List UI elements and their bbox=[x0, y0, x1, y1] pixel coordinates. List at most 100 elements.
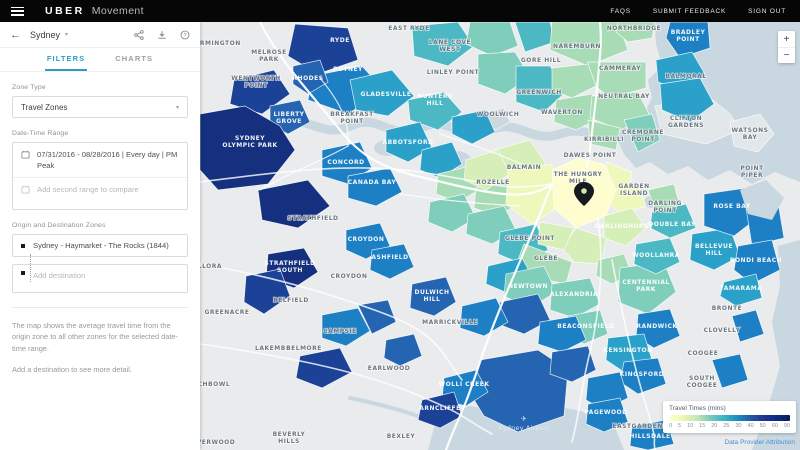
date-range-row[interactable]: 07/31/2016 - 08/28/2016 | Every day | PM… bbox=[13, 143, 187, 177]
map-zoom-controls: + − bbox=[778, 31, 795, 63]
map-label: THE HUNGRY MILE bbox=[554, 171, 603, 185]
sign-out-link[interactable]: SIGN OUT bbox=[748, 7, 786, 15]
road-network bbox=[200, 22, 656, 450]
city-selector[interactable]: Sydney bbox=[30, 29, 61, 40]
legend-tick: 60 bbox=[771, 423, 778, 429]
map-label: HUNTERS HILL bbox=[417, 93, 453, 107]
legend-tick: 50 bbox=[759, 423, 766, 429]
map-label: CREMORNE POINT bbox=[622, 129, 664, 143]
tab-filters[interactable]: FILTERS bbox=[44, 48, 88, 71]
map-label: KENSINGTON bbox=[603, 347, 652, 354]
add-second-range-row[interactable]: Add second range to compare bbox=[13, 177, 187, 209]
map-label: WOOLWICH bbox=[477, 111, 519, 118]
map-label: NEUTRAL BAY bbox=[598, 93, 650, 100]
map-label: ROZELLE bbox=[476, 179, 509, 186]
map-label: MELROSE PARK bbox=[251, 49, 287, 63]
zoom-in-button[interactable]: + bbox=[778, 31, 795, 47]
travel-zone-polygons[interactable] bbox=[200, 22, 785, 450]
map-label: BELFIELD bbox=[273, 297, 309, 304]
map-description-text: The map shows the average travel time fr… bbox=[12, 321, 178, 353]
calendar-icon bbox=[21, 150, 30, 159]
od-zones-label: Origin and Destination Zones bbox=[12, 222, 106, 229]
map-label: PUNCHBOWL bbox=[200, 381, 230, 388]
map-label: CONCORD bbox=[327, 159, 364, 166]
map-label: LINLEY POINT bbox=[427, 69, 480, 76]
menu-icon[interactable] bbox=[11, 6, 24, 16]
info-icon[interactable]: ? bbox=[180, 30, 190, 40]
svg-text:?: ? bbox=[183, 33, 187, 39]
legend-tick: 20 bbox=[711, 423, 718, 429]
map-label: EARLWOOD bbox=[368, 365, 411, 372]
map-label: GREENWICH bbox=[516, 89, 562, 96]
map-label: BEVERLY HILLS bbox=[273, 431, 306, 445]
map-label: DULWICH HILL bbox=[415, 289, 450, 303]
od-connector-line bbox=[30, 254, 31, 282]
map-label: ASHFIELD bbox=[371, 254, 408, 261]
map-label: RHODES bbox=[292, 75, 323, 82]
map-label: KINGSFORD bbox=[620, 371, 664, 378]
map-label: ABBOTSFORD bbox=[382, 139, 433, 146]
origin-pin-icon[interactable] bbox=[574, 182, 594, 206]
tab-charts[interactable]: CHARTS bbox=[115, 54, 154, 63]
map-label: STRATHFIELD SOUTH bbox=[264, 260, 315, 274]
legend-gradient-bar bbox=[669, 415, 790, 421]
map-label: KIRRIBILLI bbox=[584, 136, 624, 143]
map-label: WOLLI CREEK bbox=[438, 381, 489, 388]
map-label: LIBERTY GROVE bbox=[273, 111, 304, 125]
map-label: ALEXANDRIA bbox=[550, 291, 598, 298]
map-label: ROSE BAY bbox=[713, 203, 750, 210]
legend-tick: 10 bbox=[687, 423, 694, 429]
map-label: RIVERWOOD bbox=[200, 439, 235, 446]
map-label: NAREMBURN bbox=[553, 43, 601, 50]
map-label: POINT PIPER bbox=[740, 165, 764, 179]
map-label: CENTENNIAL PARK bbox=[622, 279, 669, 293]
chevron-down-icon[interactable]: ▾ bbox=[65, 32, 69, 38]
zoom-out-button[interactable]: − bbox=[778, 47, 795, 63]
water-inlets bbox=[740, 180, 784, 220]
travel-times-legend: Travel Times (mins) 0 5 10 15 20 25 30 40 50 60 90 bbox=[663, 401, 796, 433]
map-label: RANDWICK bbox=[636, 323, 677, 330]
chevron-down-icon: ▾ bbox=[175, 104, 179, 111]
map-label: CROYDON bbox=[331, 273, 368, 280]
map-label: WAVERTON bbox=[541, 109, 583, 116]
add-destination-box[interactable]: Add destination bbox=[12, 264, 188, 293]
zone-type-select[interactable]: Travel Zones ▾ bbox=[12, 96, 188, 118]
sidebar-header: ← Sydney ▾ ? bbox=[0, 22, 200, 48]
share-icon[interactable] bbox=[134, 29, 144, 40]
map-label: STRATHFIELD bbox=[287, 215, 338, 222]
map-label: HILLSDALE bbox=[629, 433, 670, 440]
map-label: BEACONSFIELD bbox=[557, 323, 614, 330]
map-label: ERMINGTON bbox=[200, 40, 241, 47]
submit-feedback-link[interactable]: SUBMIT FEEDBACK bbox=[652, 7, 727, 15]
legend-tick: 30 bbox=[735, 423, 742, 429]
add-destination-placeholder: Add destination bbox=[33, 271, 86, 280]
map-label: DOUBLE BAY bbox=[648, 221, 696, 228]
map-label: GORE HILL bbox=[521, 57, 561, 64]
map-label: CHULLORA bbox=[200, 263, 222, 270]
date-range-value: 07/31/2016 - 08/28/2016 | Every day | PM… bbox=[37, 150, 178, 170]
origin-zone-box[interactable]: Sydney - Haymarket - The Rocks (1844) bbox=[12, 234, 188, 257]
map-label: DARLING POINT bbox=[648, 200, 682, 214]
download-icon[interactable] bbox=[157, 30, 167, 40]
sidebar-divider bbox=[12, 307, 188, 308]
map-label: LAKEMBA bbox=[255, 345, 291, 352]
brand-movement: Movement bbox=[91, 5, 144, 17]
back-arrow-icon[interactable]: ← bbox=[10, 28, 21, 41]
map-label: GARDEN ISLAND bbox=[618, 183, 649, 197]
destination-dot-icon bbox=[21, 271, 25, 275]
map-label: CLIFTON GARDENS bbox=[668, 115, 704, 129]
map-label: EAST RYDE bbox=[388, 25, 429, 32]
map-label: BONDI BEACH bbox=[730, 257, 782, 264]
faqs-link[interactable]: FAQS bbox=[610, 7, 631, 15]
origin-dot-icon bbox=[21, 243, 25, 248]
map-label: WOOLLAHRA bbox=[632, 252, 680, 259]
legend-tick: 5 bbox=[678, 423, 682, 429]
map-label: ARNCLIFFE bbox=[419, 405, 461, 412]
map-label: MARRICKVILLE bbox=[422, 319, 478, 326]
legend-tick: 0 bbox=[669, 423, 673, 429]
data-provider-attribution-link[interactable]: Data Provider Attribution bbox=[724, 439, 795, 446]
map-label: RYDE bbox=[330, 37, 350, 44]
